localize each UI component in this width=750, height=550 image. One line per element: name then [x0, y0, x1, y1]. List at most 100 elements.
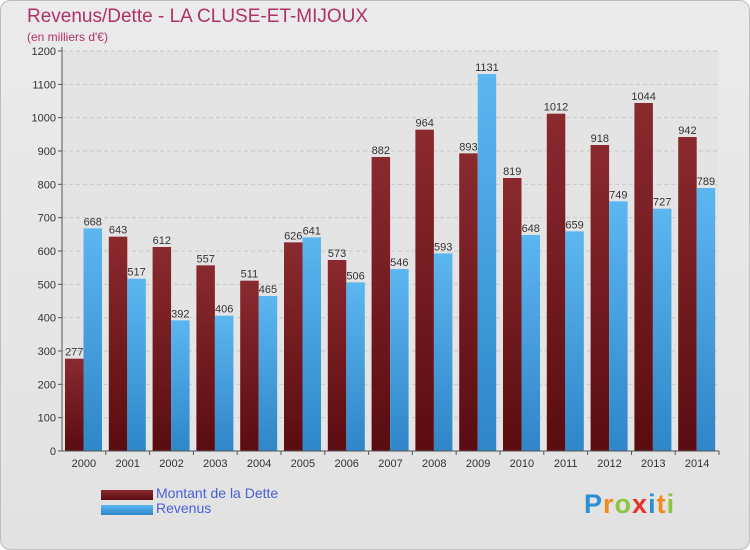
value-label-revenus: 392 — [171, 308, 189, 320]
logo-letter: t — [656, 489, 667, 519]
x-tick-label: 2014 — [685, 458, 709, 470]
y-tick-label: 200 — [38, 379, 56, 391]
bar-dette — [590, 145, 610, 451]
bar-dette — [459, 153, 478, 452]
value-label-dette: 557 — [196, 253, 214, 265]
y-tick-label: 100 — [38, 413, 56, 425]
bar-revenus — [346, 282, 365, 451]
bar-revenus — [390, 269, 409, 451]
x-tick-label: 2005 — [291, 458, 315, 470]
chart-title: Revenus/Dette - LA CLUSE-ET-MIJOUX — [27, 6, 369, 27]
legend-label-revenus: Revenus — [156, 500, 212, 516]
bar-revenus — [477, 74, 497, 451]
bar-dette — [152, 247, 172, 451]
x-tick-label: 2003 — [203, 458, 227, 470]
legend-swatch-revenus — [101, 505, 153, 515]
value-label-dette: 819 — [503, 166, 521, 178]
value-label-dette: 277 — [65, 347, 83, 359]
x-tick-label: 2008 — [422, 458, 446, 470]
logo-letter: i — [648, 489, 657, 519]
value-label-dette: 942 — [678, 125, 696, 137]
bar-dette — [634, 103, 653, 451]
y-tick-label: 300 — [38, 346, 56, 358]
logo-letter: P — [584, 489, 604, 519]
x-tick-label: 2010 — [510, 458, 534, 470]
y-tick-label: 600 — [38, 246, 56, 258]
legend-swatch-dette — [101, 490, 153, 500]
legend-label-dette: Montant de la Dette — [156, 485, 279, 501]
value-label-dette: 1012 — [544, 102, 568, 114]
y-tick-label: 1200 — [32, 46, 56, 58]
value-label-revenus: 506 — [346, 270, 364, 282]
bar-revenus — [258, 296, 278, 451]
value-label-revenus: 648 — [522, 223, 540, 235]
y-tick-label: 700 — [38, 213, 56, 225]
bar-layer — [65, 74, 716, 452]
value-label-revenus: 593 — [434, 241, 452, 253]
value-label-dette: 573 — [328, 248, 346, 260]
bar-dette — [371, 157, 391, 451]
x-tick-label: 2012 — [597, 458, 621, 470]
value-label-dette: 511 — [241, 269, 259, 281]
bar-revenus — [83, 228, 102, 451]
bar-revenus — [609, 201, 628, 451]
value-label-revenus: 659 — [565, 219, 583, 231]
bar-revenus — [214, 315, 234, 451]
value-label-revenus: 727 — [653, 197, 671, 209]
bar-revenus — [302, 237, 321, 451]
x-tick-label: 2013 — [641, 458, 665, 470]
logo-letter: x — [632, 489, 649, 519]
bar-dette — [503, 178, 522, 451]
x-tick-label: 2000 — [72, 458, 96, 470]
value-label-dette: 612 — [153, 235, 171, 247]
bar-dette — [240, 280, 259, 451]
y-tick-label: 400 — [38, 313, 56, 325]
x-tick-label: 2007 — [378, 458, 402, 470]
value-label-revenus: 668 — [84, 216, 102, 228]
bar-revenus — [652, 208, 672, 451]
bar-dette — [327, 260, 347, 451]
x-tick-label: 2004 — [247, 458, 271, 470]
value-label-revenus: 406 — [215, 304, 233, 316]
bar-dette — [546, 113, 566, 452]
y-tick-label: 0 — [50, 446, 56, 458]
chart-subtitle: (en milliers d'€) — [27, 30, 108, 44]
value-label-revenus: 465 — [259, 284, 277, 296]
bar-dette — [284, 242, 303, 451]
logo-letter: i — [666, 489, 676, 519]
x-tick-label: 2011 — [554, 458, 578, 470]
value-label-dette: 964 — [415, 118, 433, 130]
logo-letter: r — [603, 489, 615, 519]
y-tick-label: 900 — [38, 146, 56, 158]
bar-revenus — [521, 235, 540, 451]
bar-dette — [65, 358, 84, 451]
bar-revenus — [433, 253, 453, 451]
y-tick-label: 1000 — [32, 113, 56, 125]
value-label-dette: 882 — [372, 145, 390, 157]
bar-dette — [196, 265, 215, 451]
bar-revenus — [127, 278, 146, 451]
y-tick-label: 500 — [38, 279, 56, 291]
x-tick-label: 2001 — [115, 458, 139, 470]
value-label-revenus: 641 — [303, 225, 321, 237]
axis-layer: 0 100 200 300 400 500 600 700 800 900 1000 1100 1200… — [32, 46, 720, 470]
bar-revenus — [171, 320, 190, 451]
bar-dette — [108, 236, 128, 451]
value-label-dette: 1044 — [631, 91, 655, 103]
value-label-revenus: 1131 — [475, 62, 499, 74]
value-label-dette: 643 — [109, 225, 127, 237]
bar-revenus — [565, 231, 584, 451]
value-label-revenus: 749 — [609, 189, 627, 201]
value-label-dette: 626 — [284, 230, 302, 242]
value-label-revenus: 789 — [697, 176, 715, 188]
value-label-revenus: 517 — [127, 267, 145, 279]
bar-dette — [678, 137, 697, 451]
bar-revenus — [696, 188, 716, 451]
x-tick-label: 2002 — [159, 458, 183, 470]
value-label-revenus: 546 — [390, 257, 408, 269]
y-tick-label: 800 — [38, 179, 56, 191]
bar-dette — [415, 129, 434, 451]
